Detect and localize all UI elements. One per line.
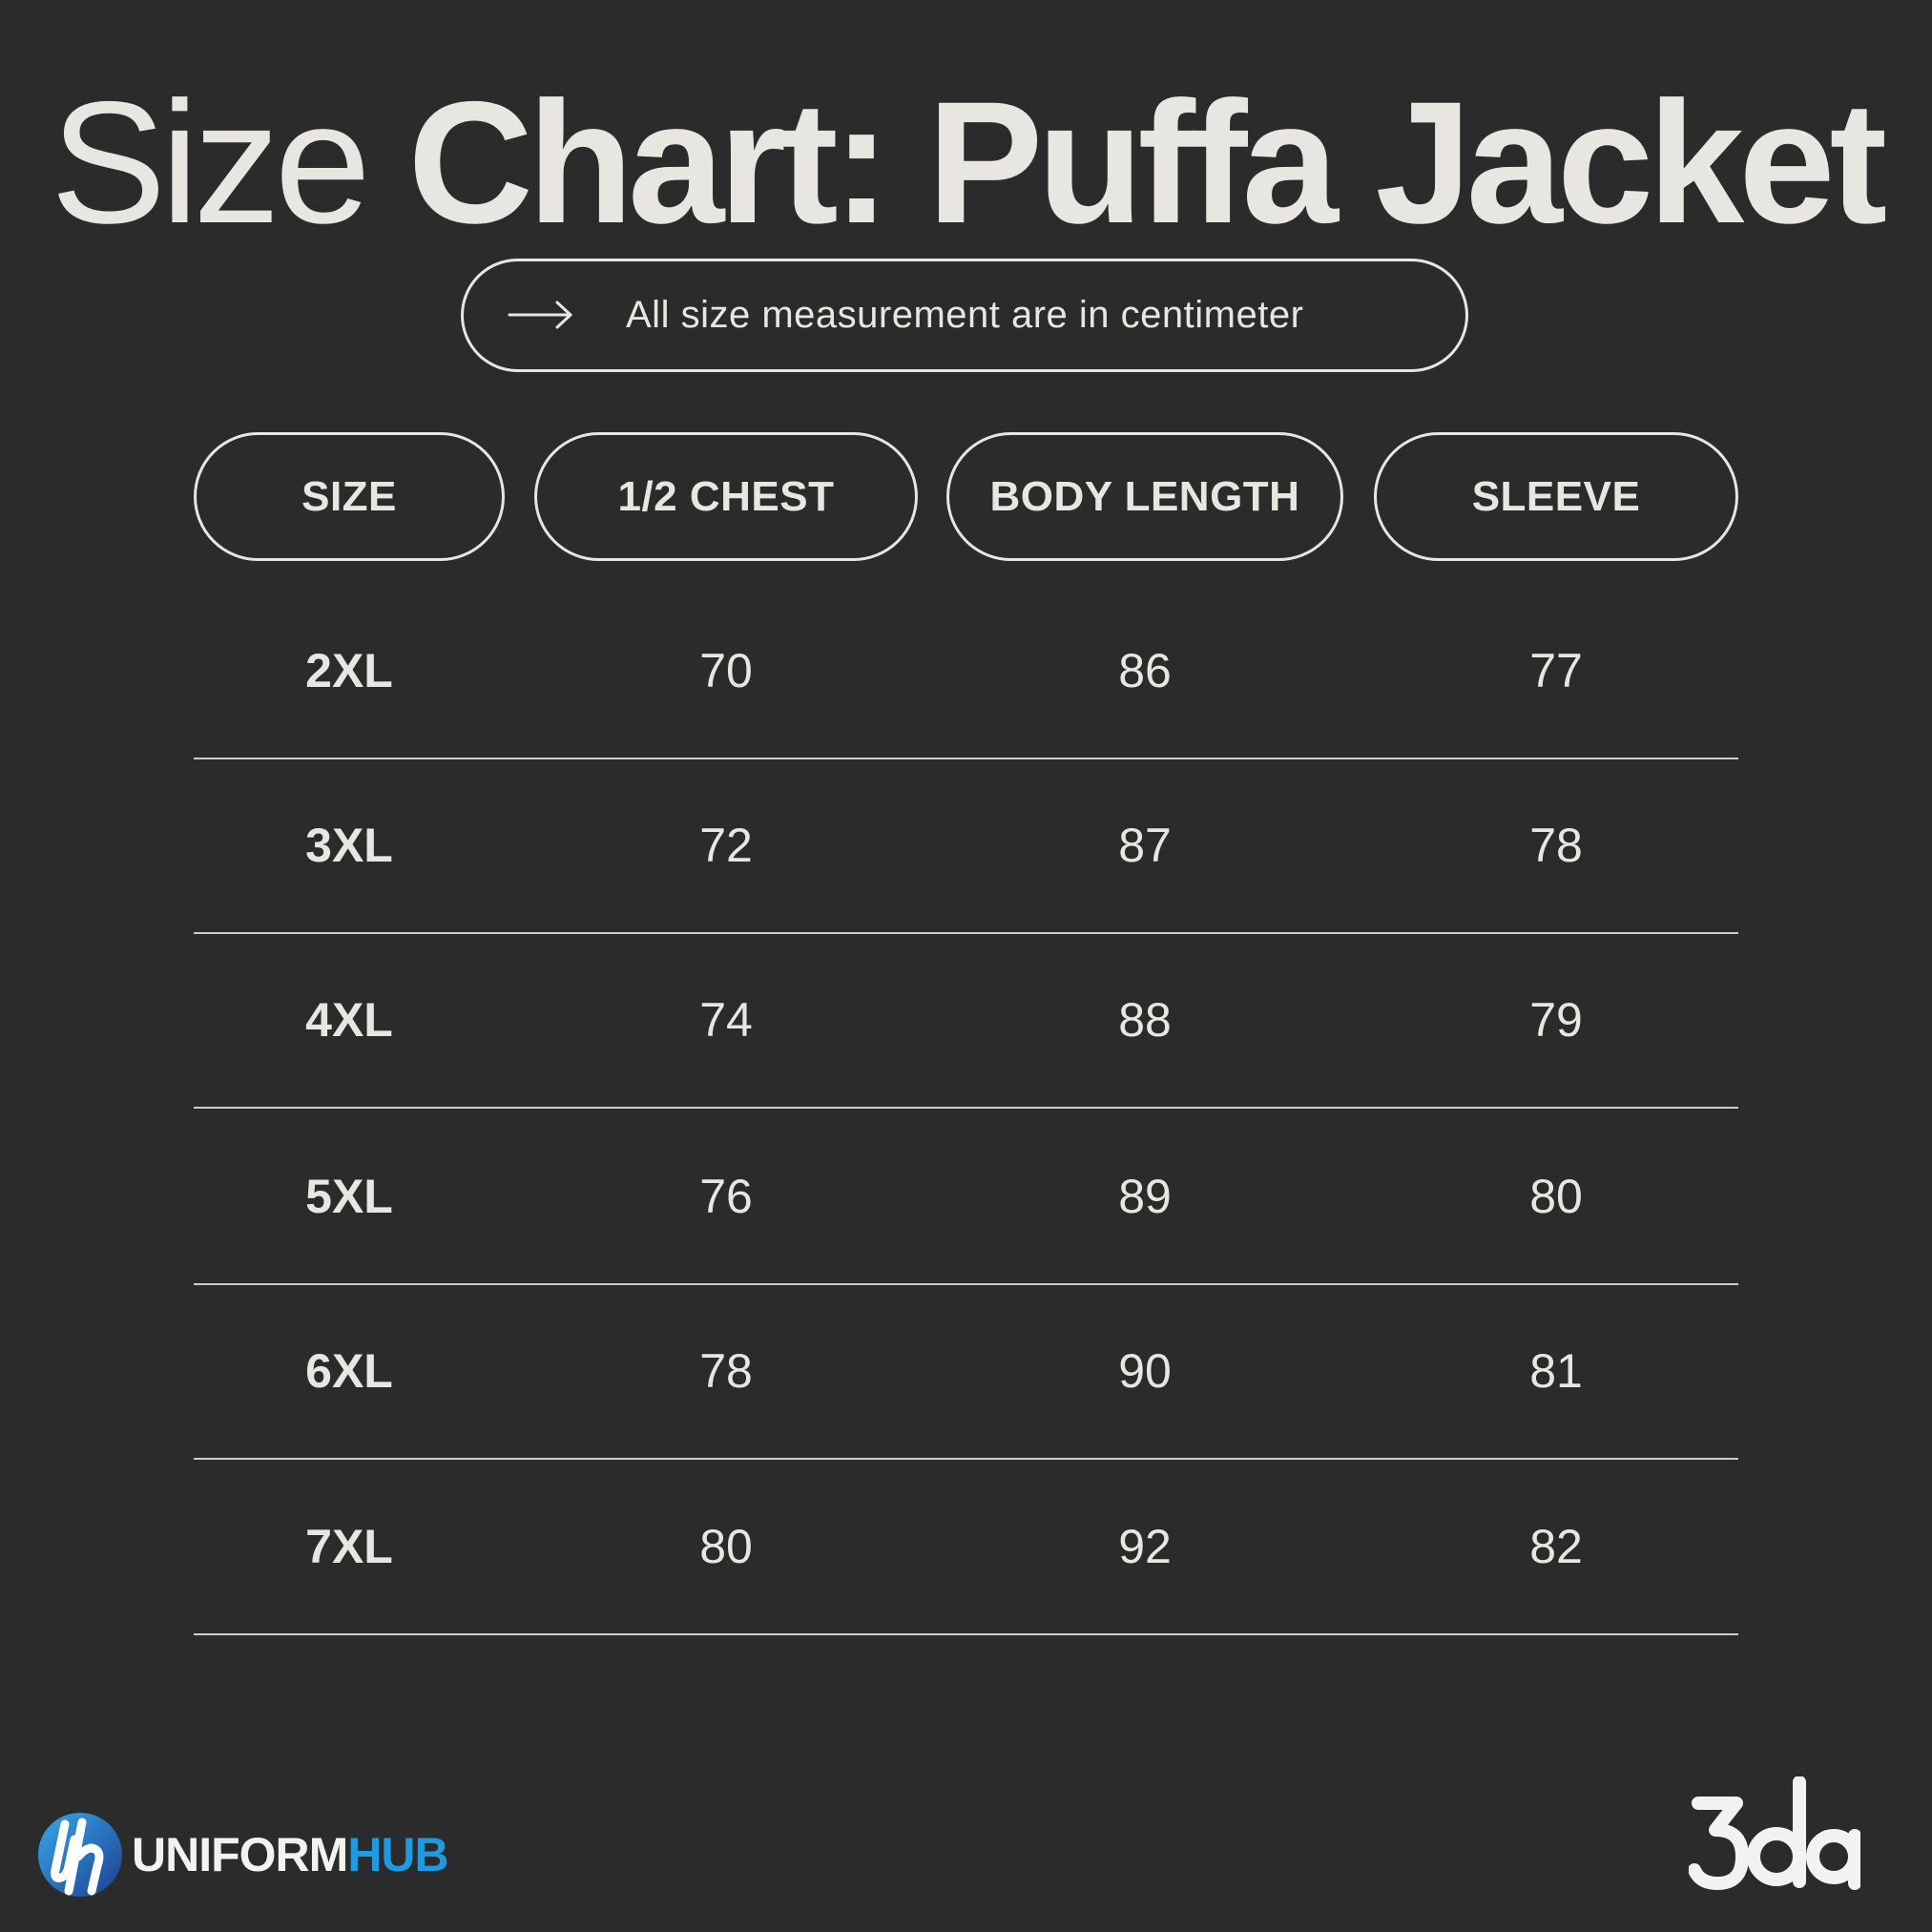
sleeve-cell: 77 bbox=[1529, 644, 1583, 697]
title-bold-part: Chart: Puffa Jacket bbox=[407, 65, 1887, 260]
size-cell: 2XL bbox=[305, 644, 393, 697]
body-length-cell: 86 bbox=[1118, 644, 1172, 697]
3da-logo bbox=[1689, 1776, 1860, 1890]
table-row: 4XL 74 88 79 bbox=[194, 934, 1738, 1109]
page-title: Size Chart: Puffa Jacket bbox=[0, 57, 1932, 267]
header-half-chest: 1/2 CHEST bbox=[534, 432, 918, 561]
title-light-part: Size bbox=[50, 65, 371, 260]
header-sleeve: SLEEVE bbox=[1374, 432, 1738, 561]
table-row: 7XL 80 92 82 bbox=[194, 1461, 1738, 1635]
size-cell: 4XL bbox=[305, 993, 393, 1047]
arrow-right-icon bbox=[508, 301, 572, 329]
table-row: 6XL 78 90 81 bbox=[194, 1285, 1738, 1460]
chest-cell: 76 bbox=[699, 1170, 753, 1223]
uniformhub-wordmark: UNIFORMHUB bbox=[132, 1828, 449, 1881]
sleeve-cell: 78 bbox=[1529, 819, 1583, 872]
chest-cell: 72 bbox=[699, 819, 753, 872]
table-row: 2XL 70 86 77 bbox=[194, 585, 1738, 759]
size-cell: 5XL bbox=[305, 1170, 393, 1223]
body-length-cell: 90 bbox=[1118, 1344, 1172, 1398]
sleeve-cell: 81 bbox=[1529, 1344, 1583, 1398]
chest-cell: 74 bbox=[699, 993, 753, 1047]
table-row: 5XL 76 89 80 bbox=[194, 1111, 1738, 1285]
size-cell: 6XL bbox=[305, 1344, 393, 1398]
sleeve-cell: 80 bbox=[1529, 1170, 1583, 1223]
chest-cell: 70 bbox=[699, 644, 753, 697]
measurement-note: All size measurement are in centimeter bbox=[461, 259, 1468, 372]
size-cell: 7XL bbox=[305, 1520, 393, 1573]
header-body-length: BODY LENGTH bbox=[946, 432, 1343, 561]
sleeve-cell: 79 bbox=[1529, 993, 1583, 1047]
table-row: 3XL 72 87 78 bbox=[194, 759, 1738, 934]
body-length-cell: 88 bbox=[1118, 993, 1172, 1047]
chest-cell: 80 bbox=[699, 1520, 753, 1573]
header-size: SIZE bbox=[194, 432, 505, 561]
body-length-cell: 87 bbox=[1118, 819, 1172, 872]
size-cell: 3XL bbox=[305, 819, 393, 872]
sleeve-cell: 82 bbox=[1529, 1520, 1583, 1573]
body-length-cell: 92 bbox=[1118, 1520, 1172, 1573]
measurement-note-text: All size measurement are in centimeter bbox=[626, 294, 1304, 336]
body-length-cell: 89 bbox=[1118, 1170, 1172, 1223]
uniformhub-mark-icon bbox=[38, 1813, 122, 1897]
chest-cell: 78 bbox=[699, 1344, 753, 1398]
